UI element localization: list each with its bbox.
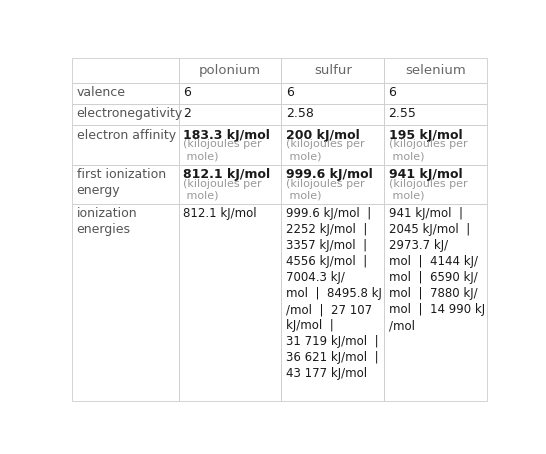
Bar xyxy=(179,164,282,204)
Text: ionization
energies: ionization energies xyxy=(76,207,138,237)
Text: electron affinity: electron affinity xyxy=(76,128,176,142)
Text: 6: 6 xyxy=(286,86,294,99)
Bar xyxy=(282,104,384,125)
Text: 183.3 kJ/mol: 183.3 kJ/mol xyxy=(183,128,270,142)
Bar xyxy=(179,125,282,164)
Text: (kilojoules per
 mole): (kilojoules per mole) xyxy=(183,139,262,162)
Text: 2: 2 xyxy=(183,108,191,120)
Text: 2.55: 2.55 xyxy=(389,108,417,120)
Text: 999.6 kJ/mol: 999.6 kJ/mol xyxy=(286,168,372,181)
Bar xyxy=(384,164,487,204)
Text: sulfur: sulfur xyxy=(314,64,352,77)
Bar xyxy=(179,58,282,83)
Text: first ionization
energy: first ionization energy xyxy=(76,168,166,197)
Text: 2.58: 2.58 xyxy=(286,108,313,120)
Bar xyxy=(282,204,384,400)
Text: (kilojoules per
 mole): (kilojoules per mole) xyxy=(183,178,262,201)
Text: (kilojoules per
 mole): (kilojoules per mole) xyxy=(389,178,467,201)
Bar xyxy=(384,125,487,164)
Bar xyxy=(73,125,179,164)
Text: 812.1 kJ/mol: 812.1 kJ/mol xyxy=(183,207,257,220)
Bar xyxy=(73,204,179,400)
Text: 200 kJ/mol: 200 kJ/mol xyxy=(286,128,359,142)
Bar xyxy=(282,58,384,83)
Bar xyxy=(282,83,384,104)
Bar xyxy=(179,204,282,400)
Text: electronegativity: electronegativity xyxy=(76,108,183,120)
Text: 941 kJ/mol  |
2045 kJ/mol  |
2973.7 kJ/
mol  |  4144 kJ/
mol  |  6590 kJ/
mol  |: 941 kJ/mol | 2045 kJ/mol | 2973.7 kJ/ mo… xyxy=(389,207,485,332)
Bar xyxy=(282,125,384,164)
Text: 6: 6 xyxy=(389,86,396,99)
Bar xyxy=(73,58,179,83)
Text: 195 kJ/mol: 195 kJ/mol xyxy=(389,128,462,142)
Bar xyxy=(179,104,282,125)
Bar xyxy=(384,104,487,125)
Text: 999.6 kJ/mol  |
2252 kJ/mol  |
3357 kJ/mol  |
4556 kJ/mol  |
7004.3 kJ/
mol  |  : 999.6 kJ/mol | 2252 kJ/mol | 3357 kJ/mol… xyxy=(286,207,382,380)
Bar xyxy=(73,164,179,204)
Text: (kilojoules per
 mole): (kilojoules per mole) xyxy=(286,178,364,201)
Text: 812.1 kJ/mol: 812.1 kJ/mol xyxy=(183,168,270,181)
Text: (kilojoules per
 mole): (kilojoules per mole) xyxy=(286,139,364,162)
Bar xyxy=(384,204,487,400)
Bar xyxy=(384,83,487,104)
Bar xyxy=(73,104,179,125)
Text: 941 kJ/mol: 941 kJ/mol xyxy=(389,168,462,181)
Text: valence: valence xyxy=(76,86,126,99)
Bar xyxy=(384,58,487,83)
Text: selenium: selenium xyxy=(405,64,466,77)
Bar xyxy=(179,83,282,104)
Text: (kilojoules per
 mole): (kilojoules per mole) xyxy=(389,139,467,162)
Text: 6: 6 xyxy=(183,86,191,99)
Text: polonium: polonium xyxy=(199,64,261,77)
Bar xyxy=(73,83,179,104)
Bar xyxy=(282,164,384,204)
